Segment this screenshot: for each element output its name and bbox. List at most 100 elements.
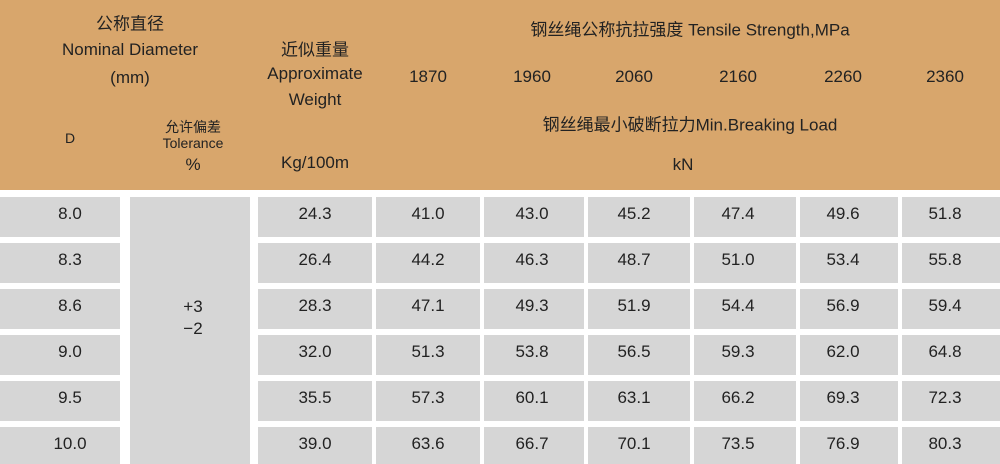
cell-bg	[588, 427, 690, 464]
cell-bg	[484, 289, 584, 329]
cell-bg	[588, 197, 690, 237]
table-cell: 51.8	[928, 204, 962, 223]
cell-bg	[376, 243, 480, 283]
cell-bg	[484, 243, 584, 283]
diameter-cell: 8.6	[58, 296, 82, 315]
diameter-cell: 8.3	[58, 250, 82, 269]
cell-bg	[902, 427, 1000, 464]
diameter-cell: 9.5	[58, 388, 82, 407]
header-text: 允许偏差	[165, 119, 221, 135]
cell-bg	[800, 381, 898, 421]
table-cell: 69.3	[826, 388, 860, 407]
grade-label: 2360	[926, 67, 964, 86]
cell-bg	[694, 381, 796, 421]
table-cell: 66.2	[721, 388, 755, 407]
cell-bg	[588, 335, 690, 375]
grade-label: 2260	[824, 67, 862, 86]
table-cell: 57.3	[411, 388, 445, 407]
cell-bg	[376, 289, 480, 329]
cell-bg	[902, 381, 1000, 421]
table-cell: 51.3	[411, 342, 445, 361]
cell-bg	[484, 335, 584, 375]
cell-bg	[800, 197, 898, 237]
grade-label: 1870	[409, 67, 447, 86]
table-cell: 51.0	[721, 250, 755, 269]
table-cell: 80.3	[928, 434, 962, 453]
table-cell: 28.3	[298, 296, 332, 315]
cell-bg	[588, 243, 690, 283]
tolerance-value: +3	[183, 297, 203, 316]
header-text: 近似重量	[281, 40, 349, 60]
cell-bg	[258, 197, 372, 237]
table-cell: 45.2	[617, 204, 651, 223]
cell-bg	[0, 427, 120, 464]
table-cell: 63.6	[411, 434, 445, 453]
header-band	[0, 0, 1000, 190]
table-cell: 56.5	[617, 342, 651, 361]
cell-bg	[258, 335, 372, 375]
grade-label: 2060	[615, 67, 653, 86]
table-cell: 53.4	[826, 250, 860, 269]
table-cell: 54.4	[721, 296, 755, 315]
table-cell: 60.1	[515, 388, 549, 407]
table-cell: 44.2	[411, 250, 445, 269]
cell-bg	[588, 381, 690, 421]
tolerance-value: −2	[183, 319, 203, 338]
diameter-cell: 8.0	[58, 204, 82, 223]
cell-bg	[588, 289, 690, 329]
header-text: 公称直径	[96, 14, 164, 34]
cell-bg	[484, 381, 584, 421]
cell-bg	[0, 243, 120, 283]
table-cell: 47.4	[721, 204, 755, 223]
cell-bg	[376, 427, 480, 464]
cell-bg	[0, 197, 120, 237]
header-text: %	[185, 155, 201, 174]
table-cell: 49.3	[515, 296, 549, 315]
table-cell: 73.5	[721, 434, 755, 453]
cell-bg	[484, 197, 584, 237]
cell-bg	[694, 289, 796, 329]
table-cell: 53.8	[515, 342, 549, 361]
grade-label: 1960	[513, 67, 551, 86]
cell-bg	[800, 243, 898, 283]
header-text: Weight	[288, 90, 342, 109]
header-text: (mm)	[110, 68, 150, 87]
table-cell: 64.8	[928, 342, 962, 361]
header-text: Kg/100m	[280, 153, 350, 172]
table-cell: 63.1	[617, 388, 651, 407]
header-text: D	[64, 130, 76, 146]
table-cell: 39.0	[298, 434, 332, 453]
cell-bg	[376, 381, 480, 421]
table-cell: 59.3	[721, 342, 755, 361]
table-cell: 55.8	[928, 250, 962, 269]
cell-bg	[902, 335, 1000, 375]
table-cell: 62.0	[826, 342, 860, 361]
table-cell: 72.3	[928, 388, 962, 407]
cell-bg	[258, 289, 372, 329]
table-cell: 46.3	[515, 250, 549, 269]
cell-bg	[484, 427, 584, 464]
cell-bg	[0, 289, 120, 329]
table-cell: 48.7	[617, 250, 651, 269]
table-cell: 56.9	[826, 296, 860, 315]
table-cell: 32.0	[298, 342, 332, 361]
cell-bg	[376, 197, 480, 237]
cell-bg	[694, 427, 796, 464]
cell-bg	[800, 427, 898, 464]
table-cell: 43.0	[515, 204, 549, 223]
cell-bg	[258, 427, 372, 464]
diameter-cell: 9.0	[58, 342, 82, 361]
cell-bg	[902, 289, 1000, 329]
table-cell: 35.5	[298, 388, 332, 407]
table-cell: 26.4	[298, 250, 332, 269]
cell-bg	[130, 197, 250, 464]
cell-bg	[800, 289, 898, 329]
header-text: 钢丝绳公称抗拉强度 Tensile Strength,MPa	[530, 20, 850, 40]
header-text: Nominal Diameter	[61, 40, 199, 59]
header-text: 钢丝绳最小破断拉力Min.Breaking Load	[542, 115, 838, 135]
grade-label: 2160	[719, 67, 757, 86]
cell-bg	[376, 335, 480, 375]
cell-bg	[0, 381, 120, 421]
table-cell: 47.1	[411, 296, 445, 315]
